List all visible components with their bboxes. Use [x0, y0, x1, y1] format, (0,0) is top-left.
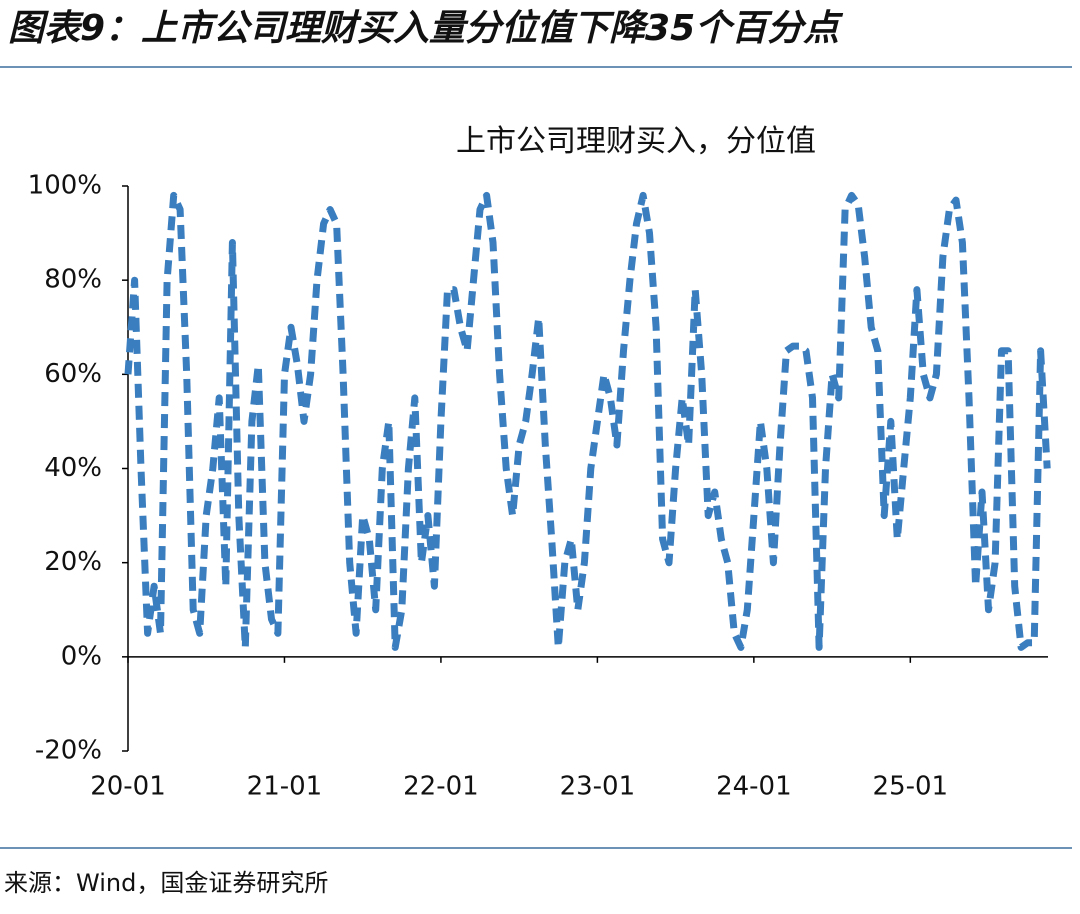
y-tick-label: 20%	[44, 547, 102, 577]
x-tick-label: 24-01	[716, 772, 792, 802]
y-tick-label: 100%	[28, 171, 102, 201]
y-tick-label: 0%	[61, 641, 102, 671]
page-title: 图表9：上市公司理财买入量分位值下降35个百分点	[8, 8, 844, 49]
y-tick-label: 80%	[44, 265, 102, 295]
x-tick-label: 21-01	[247, 772, 323, 802]
source: 来源：Wind，国金证券研究所	[4, 869, 328, 897]
x-tick-label: 22-01	[403, 772, 479, 802]
series-line	[124, 191, 1051, 651]
x-tick-label: 25-01	[873, 772, 949, 802]
y-tick-label: 40%	[44, 453, 102, 483]
y-tick-label: -20%	[35, 736, 102, 766]
y-tick-label: 60%	[44, 359, 102, 389]
x-tick-label: 23-01	[560, 772, 636, 802]
x-tick-label: 20-01	[90, 772, 166, 802]
chart-title: 上市公司理财买入，分位值	[456, 124, 816, 159]
